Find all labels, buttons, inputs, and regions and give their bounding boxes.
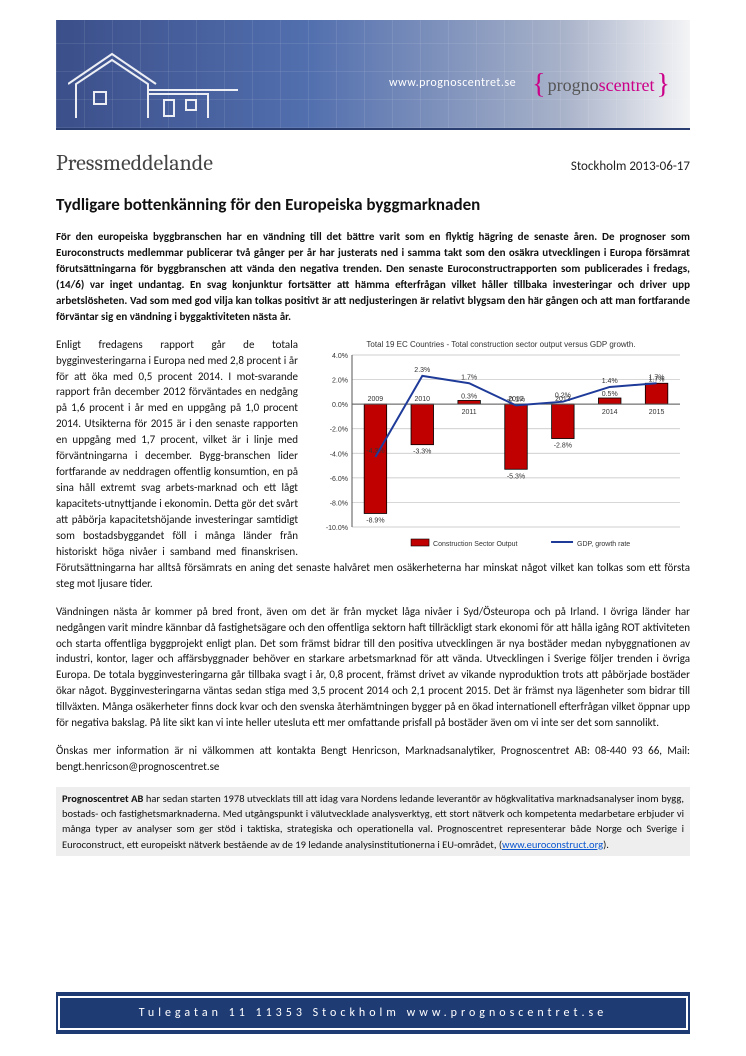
svg-text:0.5%: 0.5% bbox=[602, 391, 618, 398]
svg-text:0.2%: 0.2% bbox=[555, 392, 571, 399]
house-illustration bbox=[68, 50, 248, 120]
header-banner: www.prognoscentret.se { prognoscentret } bbox=[56, 20, 690, 130]
about-text-after: ). bbox=[603, 838, 609, 851]
svg-text:-5.3%: -5.3% bbox=[507, 473, 525, 480]
svg-text:2014: 2014 bbox=[602, 409, 618, 416]
svg-text:Total 19 EC Countries - Total: Total 19 EC Countries - Total constructi… bbox=[366, 340, 635, 349]
svg-text:2011: 2011 bbox=[462, 409, 477, 416]
svg-text:-10.0%: -10.0% bbox=[326, 525, 348, 532]
page-footer: Tulegatan 11 11353 Stockholm www.prognos… bbox=[56, 992, 690, 1034]
logo-suffix: scentret bbox=[599, 75, 655, 96]
body-paragraph-2: Vändningen nästa år kommer på bred front… bbox=[56, 604, 690, 732]
bar-line-chart: Total 19 EC Countries - Total constructi… bbox=[312, 337, 690, 555]
svg-text:2.0%: 2.0% bbox=[332, 377, 348, 384]
svg-text:1.7%: 1.7% bbox=[461, 374, 477, 381]
about-company-name: Prognoscentret AB bbox=[62, 792, 143, 805]
svg-text:2009: 2009 bbox=[368, 396, 384, 403]
about-link[interactable]: www.euroconstruct.org bbox=[502, 838, 603, 851]
svg-text:0.0%: 0.0% bbox=[332, 402, 348, 409]
svg-text:2015: 2015 bbox=[649, 409, 665, 416]
doc-type: Pressmeddelande bbox=[56, 150, 213, 176]
svg-text:-4.3%: -4.3% bbox=[366, 448, 384, 455]
svg-text:Construction Sector Output: Construction Sector Output bbox=[433, 541, 517, 548]
svg-text:-2.8%: -2.8% bbox=[554, 442, 572, 449]
svg-text:2.3%: 2.3% bbox=[414, 367, 430, 374]
svg-text:2010: 2010 bbox=[414, 396, 430, 403]
svg-text:-3.3%: -3.3% bbox=[413, 448, 431, 455]
header-url: www.prognoscentret.se bbox=[389, 76, 516, 90]
svg-text:0.3%: 0.3% bbox=[461, 393, 477, 400]
svg-text:GDP, growth rate: GDP, growth rate bbox=[577, 541, 630, 548]
dateline: Stockholm 2013-06-17 bbox=[571, 159, 690, 174]
logo-prefix: progno bbox=[548, 75, 599, 96]
contact-paragraph: Önskas mer information är ni välkommen a… bbox=[56, 743, 690, 775]
svg-text:-8.0%: -8.0% bbox=[330, 500, 348, 507]
lead-paragraph: För den europeiska byggbranschen har en … bbox=[56, 229, 690, 325]
chart-container: Total 19 EC Countries - Total constructi… bbox=[312, 337, 690, 555]
about-box: Prognoscentret AB har sedan starten 1978… bbox=[56, 787, 690, 856]
meta-row: Pressmeddelande Stockholm 2013-06-17 bbox=[56, 150, 690, 176]
headline: Tydligare bottenkänning för den Europeis… bbox=[56, 194, 690, 215]
svg-text:-4.0%: -4.0% bbox=[330, 451, 348, 458]
svg-text:1.7%: 1.7% bbox=[649, 374, 665, 381]
svg-text:-2.0%: -2.0% bbox=[330, 426, 348, 433]
svg-text:1.4%: 1.4% bbox=[602, 378, 618, 385]
svg-text:4.0%: 4.0% bbox=[332, 353, 348, 360]
svg-text:-6.0%: -6.0% bbox=[330, 475, 348, 482]
company-logo: { prognoscentret } bbox=[530, 75, 672, 96]
svg-text:-8.9%: -8.9% bbox=[366, 517, 384, 524]
